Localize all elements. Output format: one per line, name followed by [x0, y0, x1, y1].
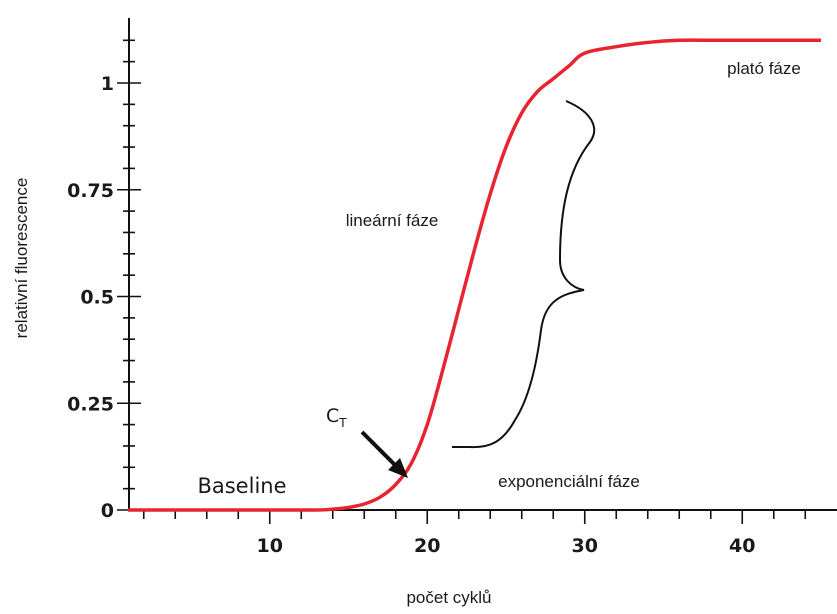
ct-label-sub: T	[338, 416, 347, 430]
y-axis-label: relativní fluorescence	[12, 178, 31, 339]
ct-arrow-line	[360, 430, 400, 470]
ticks	[117, 39, 807, 524]
x-axis-label: počet cyklů	[406, 588, 491, 607]
tick-labels: 0 0.25 0.5 0.75 1 10 20 30 40	[67, 73, 755, 557]
linear-phase-brace	[452, 100, 596, 449]
exponential-phase-label: exponenciální fáze	[498, 472, 640, 491]
ct-label-main: C	[326, 405, 339, 427]
plateau-phase-label: plató fáze	[727, 59, 801, 78]
axes	[128, 18, 837, 511]
y-tick-label: 0	[101, 500, 114, 522]
y-tick-label: 0.25	[67, 393, 114, 415]
y-tick-label: 0.5	[80, 287, 114, 309]
x-tick-label: 20	[414, 535, 440, 557]
linear-phase-label: lineární fáze	[346, 211, 439, 230]
ct-label: CT	[326, 405, 347, 430]
x-tick-label: 30	[572, 535, 598, 557]
ct-arrow-head	[388, 458, 408, 478]
x-tick-label: 10	[257, 535, 283, 557]
y-tick-label: 1	[101, 73, 114, 95]
plot-series	[128, 38, 821, 512]
baseline-label: Baseline	[197, 474, 286, 498]
amplification-curve	[128, 38, 821, 512]
y-tick-label: 0.75	[67, 180, 114, 202]
x-tick-label: 40	[729, 535, 755, 557]
